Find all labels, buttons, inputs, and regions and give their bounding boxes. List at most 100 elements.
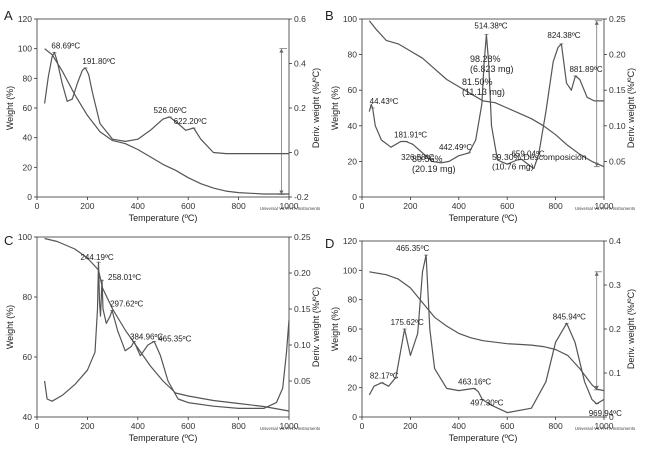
peak-label: 514.38ºC — [474, 22, 507, 31]
x-tick-label: 0 — [360, 201, 365, 211]
peak-label: 82.17ºC — [370, 372, 399, 381]
x-tick-label: 600 — [500, 201, 514, 211]
y-axis-label: Weight (%) — [5, 305, 15, 349]
peak-label: 384.96ºC — [130, 332, 163, 341]
x-axis-label: Temperature (ºC) — [129, 213, 198, 223]
y-axis-label: Weight (%) — [330, 307, 340, 351]
peak-label: 622.20ºC — [174, 117, 207, 126]
y2-tick-label: 0.4 — [294, 59, 306, 69]
peak-label: 845.94ºC — [553, 312, 586, 321]
y2-tick-label: 0.10 — [294, 340, 311, 350]
x-tick-label: 400 — [131, 201, 145, 211]
y-tick-label: 20 — [23, 162, 33, 172]
x-tick-label: 1000 — [595, 201, 614, 211]
x-tick-label: 1000 — [595, 421, 614, 431]
y2-tick-label: 0.2 — [609, 324, 621, 334]
y-tick-label: 120 — [343, 236, 357, 246]
panel-label: D — [325, 236, 334, 251]
peak-label: 175.62ºC — [391, 318, 424, 327]
y2-tick-label: 0.4 — [609, 236, 621, 246]
y-tick-label: 100 — [18, 44, 32, 54]
y-tick-label: 80 — [23, 73, 33, 83]
mass-loss-note: 80.56% — [412, 154, 443, 164]
x-tick-label: 600 — [181, 421, 195, 431]
weight-curve — [369, 271, 605, 392]
step-arrow-up — [279, 48, 284, 53]
peak-label: 465.35ºC — [396, 244, 429, 253]
step-arrow-up — [594, 20, 599, 25]
step-arrow-up — [594, 271, 599, 276]
plot-frame — [361, 18, 605, 198]
peak-label: 824.38ºC — [547, 31, 580, 40]
x-tick-label: 400 — [131, 421, 145, 431]
x-tick-label: 200 — [403, 421, 417, 431]
x-tick-label: 600 — [181, 201, 195, 211]
y2-tick-label: 0 — [294, 148, 299, 158]
y-axis-label: Weight (%) — [330, 86, 340, 130]
y2-tick-label: 0 — [609, 412, 614, 422]
peak-label: 442.49ºC — [439, 143, 472, 152]
mass-loss-note: (20.19 mg) — [412, 164, 456, 174]
y-tick-label: 20 — [348, 383, 358, 393]
y2-tick-label: 0.2 — [294, 103, 306, 113]
x-tick-label: 200 — [403, 201, 417, 211]
weight-curve — [368, 20, 605, 168]
instrument-credit: Universal V4.7A TA Instruments — [575, 206, 635, 211]
y-tick-label: 0 — [27, 192, 32, 202]
y2-tick-label: 0.1 — [609, 368, 621, 378]
peak-label: 969.94ºC — [589, 409, 622, 418]
x-tick-label: 0 — [35, 201, 40, 211]
x-tick-label: 800 — [232, 201, 246, 211]
y2-tick-label: 0.15 — [294, 304, 311, 314]
peak-label: 497.30ºC — [470, 398, 503, 407]
x-tick-label: 800 — [549, 421, 563, 431]
x-tick-label: 0 — [35, 421, 40, 431]
mass-loss-note: 81.50% — [462, 77, 493, 87]
panel-c: C0 200 400 600 800 10004060801000.050.100.150… — [4, 152, 587, 443]
y-tick-label: 100 — [18, 232, 32, 242]
y2-tick-label: 0.3 — [609, 280, 621, 290]
y-tick-label: 80 — [23, 292, 33, 302]
peak-label: 326.58ºC — [401, 153, 434, 162]
weight-curve — [44, 237, 290, 412]
x-tick-label: 400 — [452, 421, 466, 431]
y2-tick-label: 0.25 — [609, 14, 626, 24]
peak-label: 181.91ºC — [394, 130, 427, 139]
y2-tick-label: 0.20 — [294, 268, 311, 278]
y2-axis-label: Deriv. weight (%/ºC) — [311, 68, 321, 148]
mass-loss-note: (6.823 mg) — [470, 64, 514, 74]
mass-loss-note: (10.76 mg) — [492, 162, 534, 172]
y-tick-label: 80 — [348, 295, 358, 305]
instrument-credit: Universal V4.7A TA Instruments — [260, 206, 320, 211]
y2-axis-label: Deriv. weight (%/ºC) — [626, 68, 636, 148]
x-tick-label: 1000 — [280, 421, 299, 431]
panel-label: C — [4, 233, 13, 248]
plot-frame — [361, 240, 605, 418]
x-tick-label: 0 — [360, 421, 365, 431]
derivative-curve — [44, 51, 289, 155]
y-tick-label: 100 — [343, 14, 357, 24]
x-tick-label: 600 — [500, 421, 514, 431]
y-tick-label: 20 — [348, 156, 358, 166]
x-tick-label: 800 — [232, 421, 246, 431]
peak-label: 191.80ºC — [82, 57, 115, 66]
y-tick-label: 40 — [348, 353, 358, 363]
y2-tick-label: 0.20 — [609, 50, 626, 60]
panel-label: B — [325, 8, 334, 23]
y2-tick-label: 0.6 — [294, 14, 306, 24]
y-tick-label: 0 — [352, 412, 357, 422]
peak-label: 68.69ºC — [51, 41, 80, 50]
mass-loss-note: (11.13 mg) — [462, 87, 505, 97]
panel-a: A0 200 400 600 800 1000020406080100120-0.200.… — [4, 8, 514, 223]
y-tick-label: 60 — [23, 352, 33, 362]
y-tick-label: 60 — [23, 103, 33, 113]
peak-label: 244.19ºC — [80, 253, 113, 262]
weight-curve — [44, 48, 289, 195]
panel-label: A — [4, 8, 13, 23]
y2-tick-label: 0.10 — [609, 121, 626, 131]
y2-axis-label: Deriv. weight (%/ºC) — [626, 289, 636, 369]
y2-tick-label: 0.05 — [609, 156, 626, 166]
y-tick-label: 40 — [23, 412, 33, 422]
x-tick-label: 200 — [80, 421, 94, 431]
